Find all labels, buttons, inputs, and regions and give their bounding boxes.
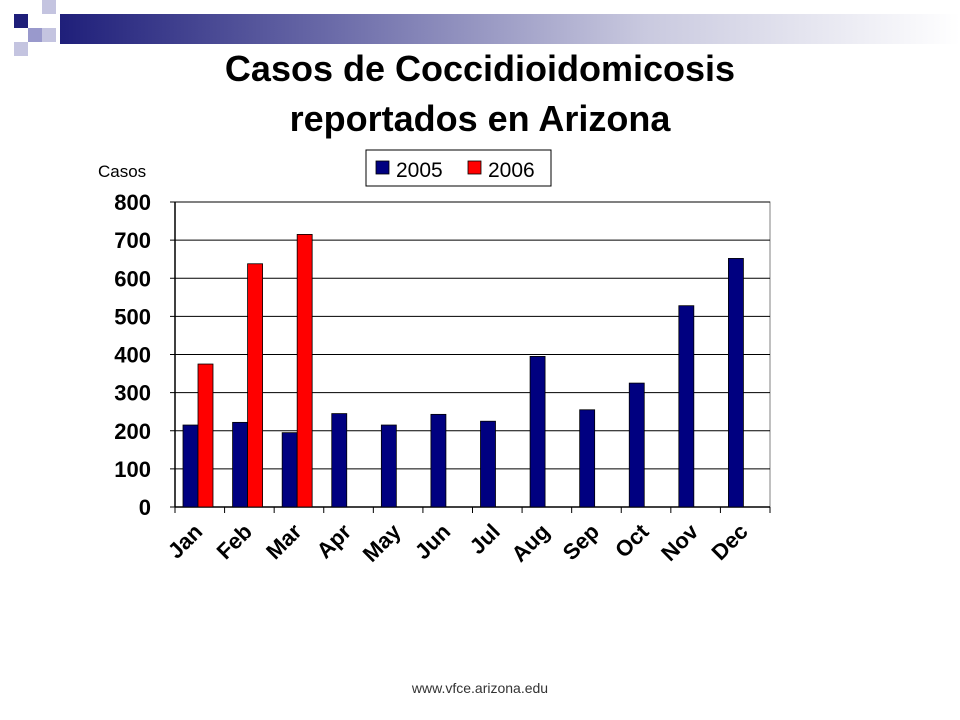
header-gradient-bar bbox=[60, 14, 960, 44]
decor-square-light bbox=[14, 42, 28, 56]
legend-swatch-2005 bbox=[375, 160, 390, 175]
bar-2006-feb bbox=[247, 263, 263, 508]
bar-2005-oct bbox=[628, 382, 645, 508]
x-tick-label: Apr bbox=[312, 519, 357, 564]
x-tick-label: Feb bbox=[212, 519, 257, 564]
bar-2005-nov bbox=[678, 305, 695, 508]
bar-2005-feb bbox=[232, 421, 248, 508]
decor-square-dark bbox=[14, 14, 28, 28]
x-tick-label: Jul bbox=[465, 519, 505, 559]
bar-2005-jul bbox=[480, 420, 496, 508]
x-tick-label: Jan bbox=[163, 519, 207, 563]
source-url: www.vfce.arizona.edu bbox=[411, 680, 549, 696]
header-decoration bbox=[0, 0, 960, 60]
x-tick-label: May bbox=[358, 518, 406, 566]
y-tick-label: 400 bbox=[114, 343, 151, 368]
legend-label-2005: 2005 bbox=[396, 159, 443, 182]
y-tick-label: 600 bbox=[114, 266, 151, 291]
y-tick-label: 500 bbox=[114, 304, 151, 329]
x-tick-label: Dec bbox=[707, 519, 753, 565]
y-tick-label: 100 bbox=[114, 457, 151, 482]
legend: 2005 2006 bbox=[365, 149, 552, 187]
x-tick-label: Jun bbox=[410, 519, 455, 564]
y-tick-label: 700 bbox=[114, 228, 151, 253]
bar-2006-jan bbox=[197, 363, 214, 508]
decor-square-light bbox=[42, 0, 56, 14]
bar-2005-jan bbox=[182, 424, 199, 508]
slide-title-line2: reportados en Arizona bbox=[289, 98, 671, 139]
bar-2005-aug bbox=[529, 356, 546, 508]
x-tick-label: Nov bbox=[656, 518, 704, 566]
bar-2006-mar bbox=[296, 234, 313, 508]
y-tick-label: 0 bbox=[139, 495, 151, 520]
decor-square-light bbox=[42, 28, 56, 42]
bar-2005-dec bbox=[728, 258, 744, 508]
bar-2005-may bbox=[380, 424, 397, 508]
x-tick-label: Mar bbox=[261, 519, 307, 565]
y-axis-label: Casos bbox=[98, 162, 146, 181]
x-tick-label: Aug bbox=[506, 519, 554, 567]
bar-2005-mar bbox=[281, 432, 298, 508]
bar-2005-jun bbox=[430, 413, 447, 508]
y-tick-label: 800 bbox=[114, 190, 151, 215]
bar-2005-apr bbox=[331, 413, 348, 508]
decor-square-light bbox=[28, 28, 42, 42]
y-tick-label: 300 bbox=[114, 381, 151, 406]
x-tick-label: Oct bbox=[610, 518, 654, 562]
x-tick-label: Sep bbox=[558, 519, 604, 565]
bar-2005-sep bbox=[579, 409, 596, 508]
legend-label-2006: 2006 bbox=[488, 159, 535, 182]
bar-chart: 0 100 200 300 400 500 600 700 800 Jan Feb Mar Apr May… bbox=[98, 149, 771, 567]
y-tick-label: 200 bbox=[114, 419, 151, 444]
legend-box bbox=[365, 149, 552, 187]
slide-title-line1: Casos de Coccidioidomicosis bbox=[224, 48, 736, 89]
legend-swatch-2006 bbox=[467, 160, 482, 175]
